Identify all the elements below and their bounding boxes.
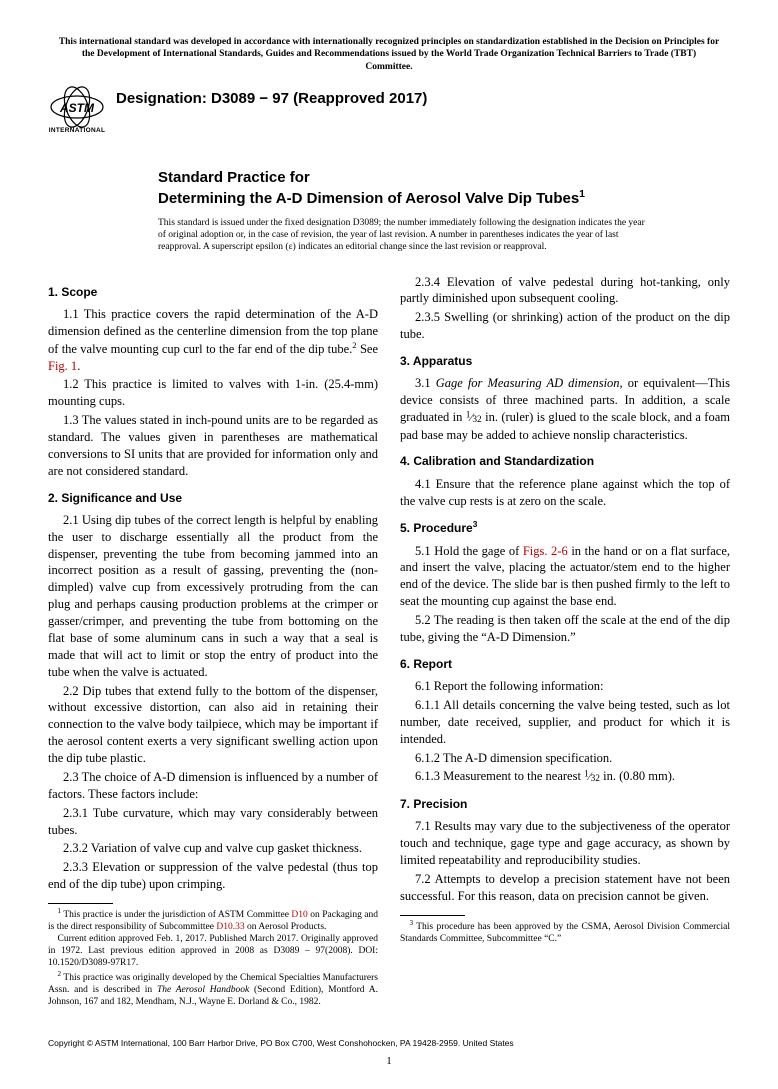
section-head-app: 3. Apparatus: [400, 353, 730, 369]
para-1-3: 1.3 The values stated in inch-pound unit…: [48, 412, 378, 480]
title-prefix: Standard Practice for: [158, 169, 688, 188]
para-2-2: 2.2 Dip tubes that extend fully to the b…: [48, 683, 378, 767]
para-3-1: 3.1 Gage for Measuring AD dimension, or …: [400, 375, 730, 443]
footnote-1b: Current edition approved Feb. 1, 2017. P…: [48, 934, 378, 970]
para-6-1: 6.1 Report the following information:: [400, 678, 730, 695]
section-head-prec: 7. Precision: [400, 796, 730, 812]
astm-logo: ASTM INTERNATIONAL: [48, 81, 106, 139]
para-2-3-5: 2.3.5 Swelling (or shrinking) action of …: [400, 309, 730, 343]
para-2-3-1: 2.3.1 Tube curvature, which may vary con…: [48, 805, 378, 839]
section-head-proc: 5. Procedure3: [400, 519, 730, 536]
copyright: Copyright © ASTM International, 100 Barr…: [48, 1038, 730, 1049]
header: ASTM INTERNATIONAL Designation: D3089 − …: [48, 81, 730, 139]
para-6-1-1: 6.1.1 All details concerning the valve b…: [400, 697, 730, 748]
top-notice: This international standard was develope…: [48, 36, 730, 73]
para-1-2: 1.2 This practice is limited to valves w…: [48, 376, 378, 410]
designation: Designation: D3089 − 97 (Reapproved 2017…: [116, 89, 427, 109]
svg-text:ASTM: ASTM: [59, 101, 95, 115]
section-head-cal: 4. Calibration and Standardization: [400, 453, 730, 469]
d10-link[interactable]: D10: [291, 910, 307, 920]
footnote-rule-right: [400, 915, 465, 916]
para-2-3-2: 2.3.2 Variation of valve cup and valve c…: [48, 840, 378, 857]
para-4-1: 4.1 Ensure that the reference plane agai…: [400, 476, 730, 510]
para-2-3-4: 2.3.4 Elevation of valve pedestal during…: [400, 274, 730, 308]
para-2-3: 2.3 The choice of A-D dimension is influ…: [48, 769, 378, 803]
body-columns: 1. Scope 1.1 This practice covers the ra…: [48, 274, 730, 1009]
para-5-1: 5.1 Hold the gage of Figs. 2-6 in the ha…: [400, 543, 730, 611]
title-block: Standard Practice for Determining the A-…: [158, 169, 688, 209]
fig1-link[interactable]: Fig. 1: [48, 359, 77, 373]
para-7-1: 7.1 Results may vary due to the subjecti…: [400, 818, 730, 869]
para-6-1-3: 6.1.3 Measurement to the nearest 1⁄32 in…: [400, 768, 730, 786]
title-main: Determining the A-D Dimension of Aerosol…: [158, 188, 688, 209]
para-6-1-2: 6.1.2 The A-D dimension specification.: [400, 750, 730, 767]
para-7-2: 7.2 Attempts to develop a precision stat…: [400, 871, 730, 905]
para-5-2: 5.2 The reading is then taken off the sc…: [400, 612, 730, 646]
para-2-1: 2.1 Using dip tubes of the correct lengt…: [48, 512, 378, 681]
para-1-1: 1.1 This practice covers the rapid deter…: [48, 306, 378, 375]
para-2-3-3: 2.3.3 Elevation or suppression of the va…: [48, 859, 378, 893]
footnote-rule-left: [48, 903, 113, 904]
figs-2-6-link[interactable]: Figs. 2-6: [523, 544, 568, 558]
page-number: 1: [48, 1054, 730, 1069]
footnote-2: 2 This practice was originally developed…: [48, 970, 378, 1009]
issuance-note: This standard is issued under the fixed …: [158, 217, 648, 254]
logo-label: INTERNATIONAL: [49, 127, 106, 136]
footnote-1: 1 This practice is under the jurisdictio…: [48, 907, 378, 934]
footnote-3: 3 This procedure has been approved by th…: [400, 919, 730, 946]
section-head-sig: 2. Significance and Use: [48, 490, 378, 506]
section-head-rep: 6. Report: [400, 656, 730, 672]
section-head-scope: 1. Scope: [48, 284, 378, 300]
d10-33-link[interactable]: D10.33: [216, 922, 244, 932]
